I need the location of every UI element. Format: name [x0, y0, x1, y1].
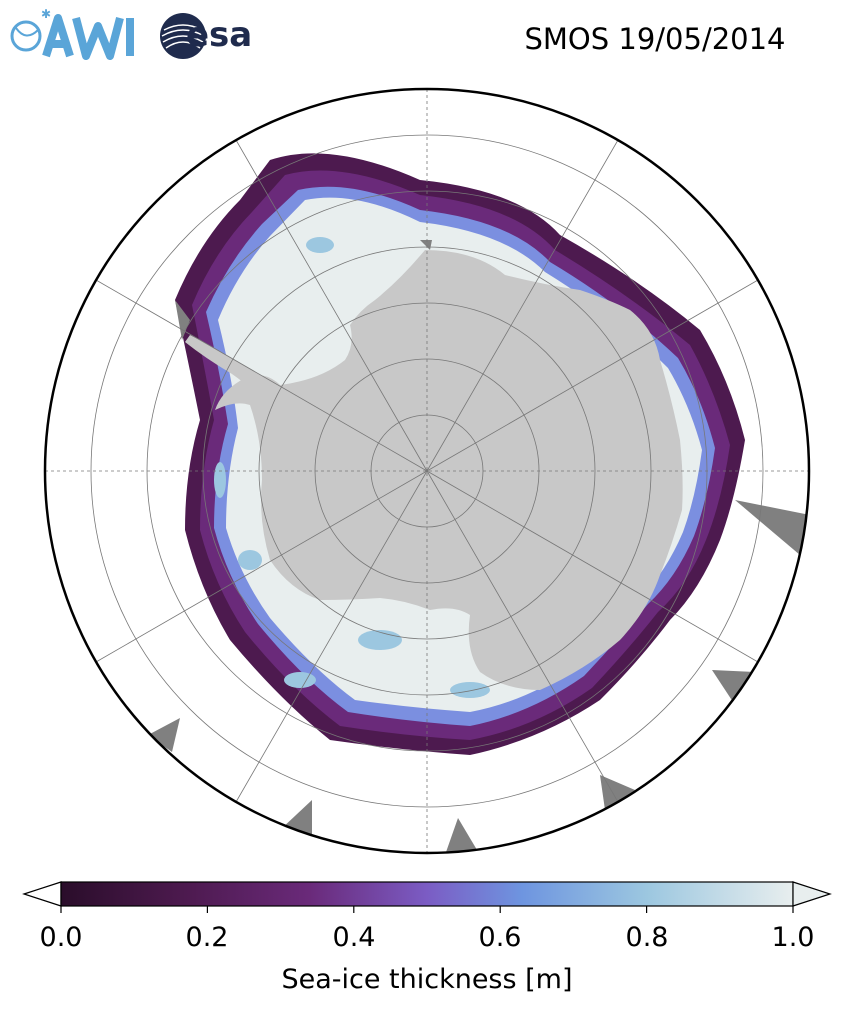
- antarctic-sea-ice-map: [43, 87, 811, 855]
- colorbar-extend-low: [22, 881, 62, 907]
- colorbar-tick-label: 0.8: [625, 922, 669, 953]
- colorbar-tick-label: 0.6: [478, 922, 522, 953]
- antarctica-land: [215, 250, 683, 690]
- colorbar-tick-label: 0.4: [332, 922, 376, 953]
- meridians-dashed: [45, 89, 809, 853]
- awi-logo: ✱: [8, 7, 143, 64]
- colorbar-gradient: [60, 881, 794, 907]
- svg-text:✱: ✱: [41, 8, 51, 21]
- no-data-areas: [148, 240, 809, 853]
- colorbar-ticks: [60, 906, 794, 913]
- colorbar: [22, 881, 832, 913]
- colorbar-tick-label: 1.0: [771, 922, 815, 953]
- colorbar-label: Sea-ice thickness [m]: [281, 964, 573, 995]
- esa-logo: esa: [158, 10, 303, 66]
- antarctic-peninsula: [185, 335, 280, 402]
- colorbar-extend-high: [792, 881, 832, 907]
- map-boundary: [43, 87, 811, 855]
- meridians: [95, 139, 759, 803]
- colorbar-tick-label: 0.2: [185, 922, 229, 953]
- colorbar-tick-label: 0.0: [39, 922, 83, 953]
- svg-text:esa: esa: [186, 15, 252, 55]
- map-title: SMOS 19/05/2014: [524, 22, 786, 56]
